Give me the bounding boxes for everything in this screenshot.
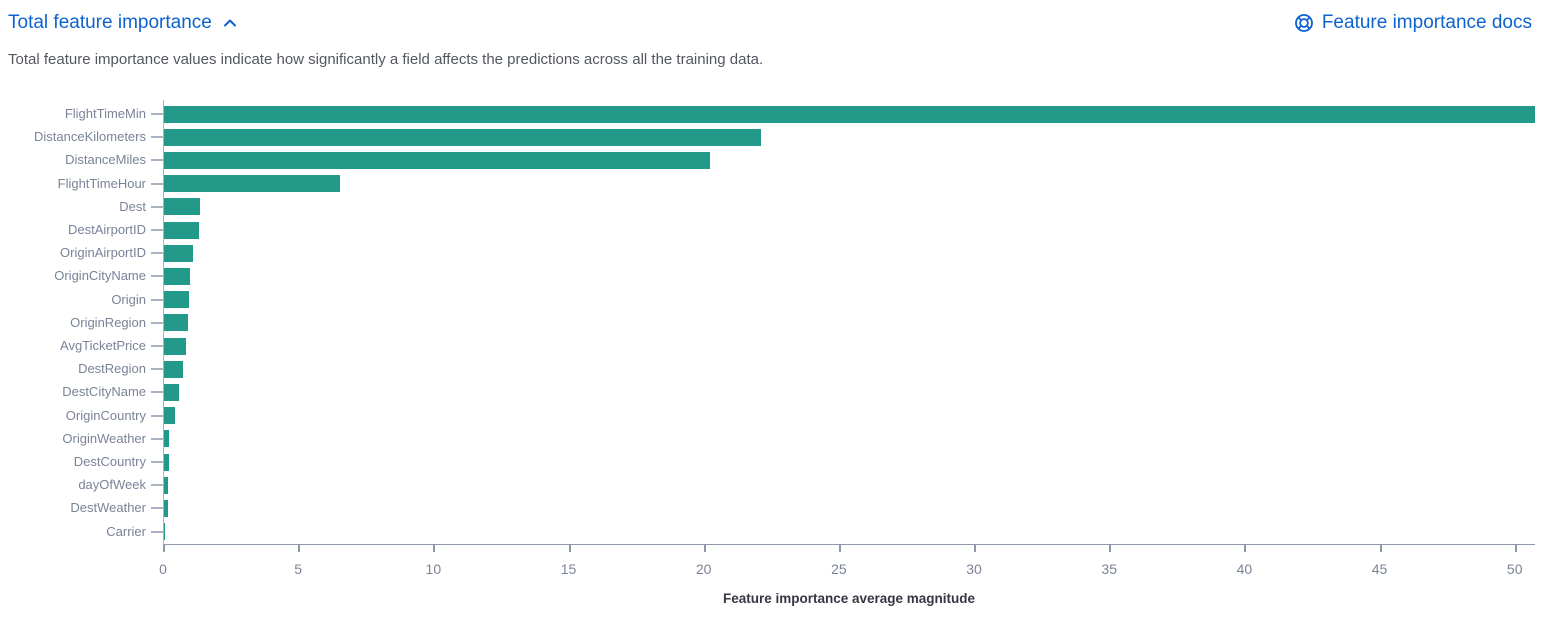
section-description: Total feature importance values indicate… [8,51,764,68]
plot-area [151,100,1535,552]
chevron-up-icon [222,15,238,31]
y-axis-tick [151,507,164,510]
y-label-DistanceKilometers: DistanceKilometers [34,129,146,145]
bar-OriginWeather [164,430,169,448]
x-tick-label-30: 30 [966,561,982,577]
life-ring-docs-icon [1294,13,1314,33]
x-tick-label-10: 10 [425,561,442,577]
y-label-DistanceMiles: DistanceMiles [65,152,146,168]
x-tick-label-25: 25 [831,561,847,577]
y-axis-tick [151,530,164,533]
y-label-DestCountry: DestCountry [73,454,146,469]
y-label-AvgTicketPrice: AvgTicketPrice [60,338,146,353]
x-axis-tick [163,545,165,552]
y-label-OriginCountry: OriginCountry [65,407,146,423]
y-axis-tick [151,461,164,463]
bar-DestRegion [164,360,184,378]
y-label-OriginWeather: OriginWeather [62,430,146,446]
y-label-Origin: Origin [111,291,146,307]
section-title: Total feature importance [8,12,212,33]
y-axis-tick [151,275,164,278]
y-label-DestCityName: DestCityName [62,384,146,400]
y-axis-tick [151,321,164,324]
y-axis-tick [151,205,164,208]
bar-DistanceMiles [164,151,711,169]
bar-DestWeather [164,499,168,517]
y-axis-tick [151,182,164,185]
y-label-OriginAirportID: OriginAirportID [60,245,146,261]
x-tick-label-40: 40 [1236,561,1253,577]
x-axis-tick [568,545,571,552]
bar-OriginCountry [164,407,176,425]
bar-dayOfWeek [164,476,168,494]
bar-OriginAirportID [164,244,193,262]
y-axis-tick [151,252,164,255]
docs-link-label: Feature importance docs [1321,12,1532,33]
y-axis-tick [151,159,164,162]
x-tick-label-45: 45 [1371,561,1388,577]
bar-DestCountry [164,453,169,471]
y-label-OriginRegion: OriginRegion [70,314,146,330]
bar-Carrier [164,523,166,541]
x-tick-label-50: 50 [1506,561,1523,577]
y-axis-tick [151,484,164,487]
y-axis-tick [151,229,164,231]
x-tick-label-20: 20 [695,561,712,577]
y-label-Dest: Dest [119,198,146,214]
bar-OriginCityName [164,267,190,285]
y-label-FlightTimeHour: FlightTimeHour [57,175,146,191]
y-axis-tick [151,345,164,347]
y-axis-tick [151,437,164,440]
y-axis-tick [151,113,164,115]
y-label-DestWeather: DestWeather [70,500,146,516]
x-axis-tick [838,545,841,552]
y-label-DestRegion: DestRegion [78,361,146,377]
x-axis-tick [298,545,301,552]
x-tick-label-15: 15 [560,561,577,577]
y-label-FlightTimeMin: FlightTimeMin [64,106,146,121]
feature-importance-docs-link[interactable]: Feature importance docs [1294,12,1532,34]
x-axis-tick [433,545,436,552]
bar-DestAirportID [164,221,199,239]
y-axis-tick [151,136,164,139]
bar-FlightTimeHour [164,175,340,193]
x-axis-title: Feature importance average magnitude [722,591,976,606]
x-axis-tick [974,545,977,552]
y-axis-tick [151,414,164,417]
x-axis-tick [1109,545,1112,552]
x-tick-label-35: 35 [1101,561,1117,577]
x-axis-tick [703,545,706,552]
y-axis-tick [151,391,164,394]
y-label-OriginCityName: OriginCityName [54,268,146,284]
y-label-dayOfWeek: dayOfWeek [78,477,146,493]
x-axis-tick [1379,545,1382,552]
x-tick-label-0: 0 [159,561,167,577]
y-label-Carrier: Carrier [106,523,146,539]
total-feature-importance-toggle[interactable]: Total feature importance [8,12,238,34]
y-label-DestAirportID: DestAirportID [67,222,146,237]
bar-DistanceKilometers [164,128,762,146]
bar-Dest [164,198,200,216]
x-axis-tick [1514,545,1517,552]
bar-Origin [164,291,190,309]
bar-DestCityName [164,383,180,401]
bar-OriginRegion [164,314,188,332]
bar-AvgTicketPrice [164,337,187,355]
y-axis-tick [151,298,164,301]
x-axis-tick [1244,545,1247,552]
y-axis-tick [151,368,164,371]
x-tick-label-5: 5 [294,561,303,577]
bar-FlightTimeMin [164,105,1535,123]
